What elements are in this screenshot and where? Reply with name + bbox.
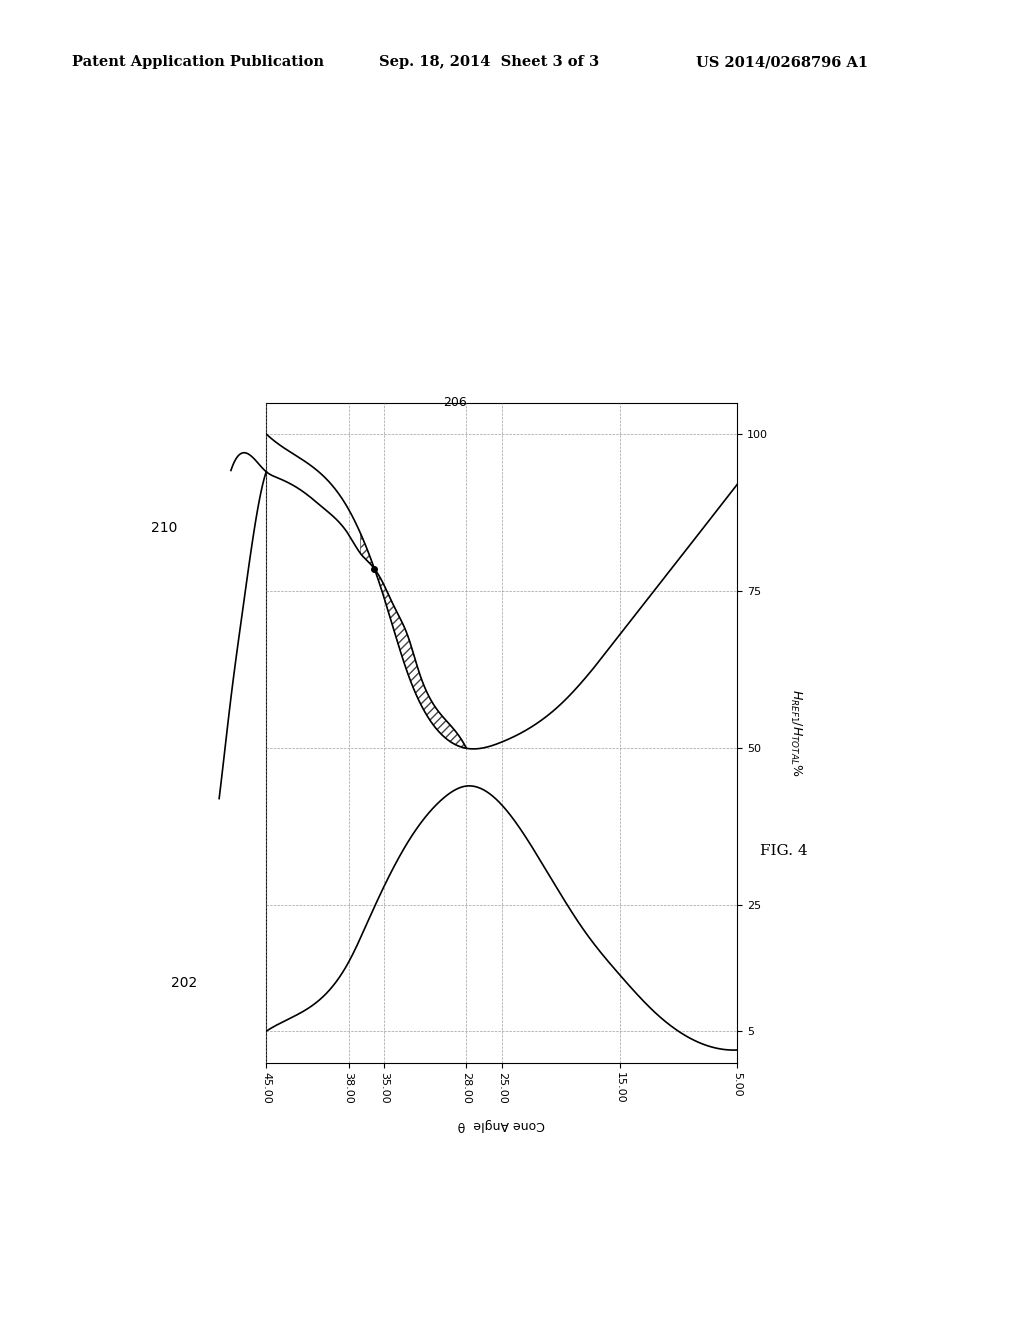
Text: 202: 202 xyxy=(171,977,198,990)
Y-axis label: $H_{REF1}/H_{TOTAL}$%: $H_{REF1}/H_{TOTAL}$% xyxy=(787,689,803,776)
Text: Patent Application Publication: Patent Application Publication xyxy=(72,55,324,70)
Text: 206: 206 xyxy=(442,396,467,409)
X-axis label: Cone Angle  θ: Cone Angle θ xyxy=(458,1118,546,1131)
Text: FIG. 4: FIG. 4 xyxy=(760,845,807,858)
Text: 210: 210 xyxy=(151,521,177,535)
Text: US 2014/0268796 A1: US 2014/0268796 A1 xyxy=(696,55,868,70)
Text: Sep. 18, 2014  Sheet 3 of 3: Sep. 18, 2014 Sheet 3 of 3 xyxy=(379,55,599,70)
